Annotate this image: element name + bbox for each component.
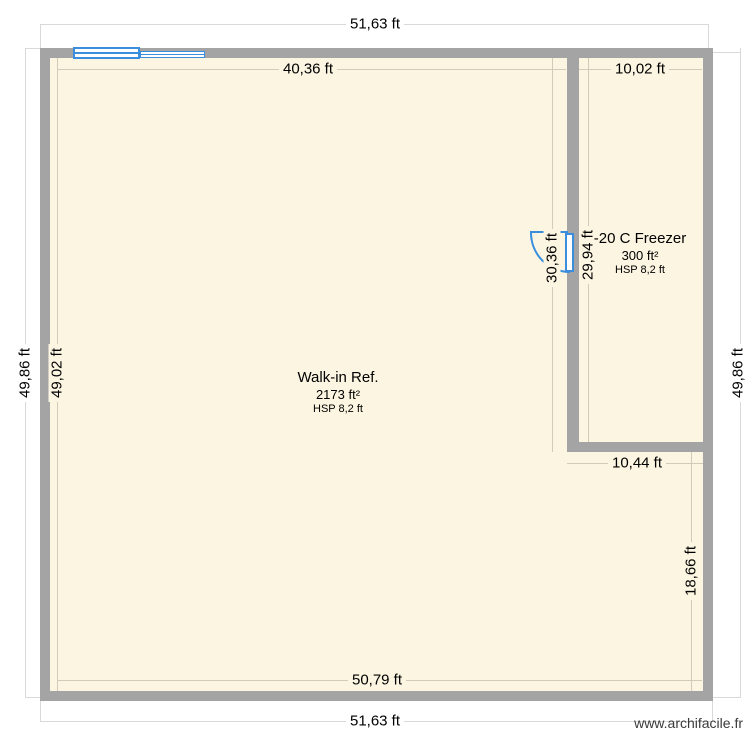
room-interior-fill[interactable] xyxy=(50,58,703,691)
extension-tick xyxy=(713,52,740,53)
dimension-label-freezer-bottom[interactable]: 10,44 ft xyxy=(607,454,667,472)
room-freezer-label[interactable]: -20 C Freezer 300 ft² HSP 8,2 ft xyxy=(594,230,687,277)
room-area: 2173 ft² xyxy=(315,387,361,402)
wall-bottom[interactable] xyxy=(40,691,713,701)
dimension-label-right-lower[interactable]: 18,66 ft xyxy=(682,541,700,601)
wall-left[interactable] xyxy=(40,48,50,701)
window-glass-line xyxy=(141,53,204,55)
wall-right[interactable] xyxy=(703,48,713,701)
extension-tick xyxy=(40,700,41,721)
extension-tick xyxy=(25,697,40,698)
wall-top[interactable] xyxy=(40,48,713,58)
extension-tick xyxy=(713,697,740,698)
window-icon[interactable] xyxy=(73,47,140,59)
room-ceiling-height: HSP 8,2 ft xyxy=(313,403,363,415)
dimension-label-top-walkin[interactable]: 40,36 ft xyxy=(278,60,338,78)
dimension-label-top-freezer[interactable]: 10,02 ft xyxy=(610,60,670,78)
freezer-wall-bottom[interactable] xyxy=(567,442,703,452)
dimension-label-bottom-outer[interactable]: 51,63 ft xyxy=(345,712,405,730)
extension-tick xyxy=(25,48,40,49)
dimension-label-right-outer[interactable]: 49,86 ft xyxy=(729,343,747,403)
dimension-label-top-outer[interactable]: 51,63 ft xyxy=(345,15,405,33)
watermark: www.archifacile.fr xyxy=(634,715,743,731)
dimension-label-left-walkin[interactable]: 49,02 ft xyxy=(48,343,66,403)
room-area: 300 ft² xyxy=(621,248,659,263)
extension-tick xyxy=(708,24,709,48)
room-name: Walk-in Ref. xyxy=(297,369,379,386)
window-icon[interactable] xyxy=(140,51,205,58)
dimension-label-door-wall[interactable]: 30,36 ft xyxy=(543,228,561,288)
extension-tick xyxy=(40,24,41,48)
dimension-label-left-outer[interactable]: 49,86 ft xyxy=(16,343,34,403)
room-ceiling-height: HSP 8,2 ft xyxy=(615,264,665,276)
room-walkin-label[interactable]: Walk-in Ref. 2173 ft² HSP 8,2 ft xyxy=(297,369,378,416)
door-frame[interactable] xyxy=(565,233,574,272)
room-name: -20 C Freezer xyxy=(593,230,687,247)
window-glass-line xyxy=(75,52,138,54)
extension-tick xyxy=(712,700,713,721)
dimension-label-bottom-inner[interactable]: 50,79 ft xyxy=(347,671,407,689)
